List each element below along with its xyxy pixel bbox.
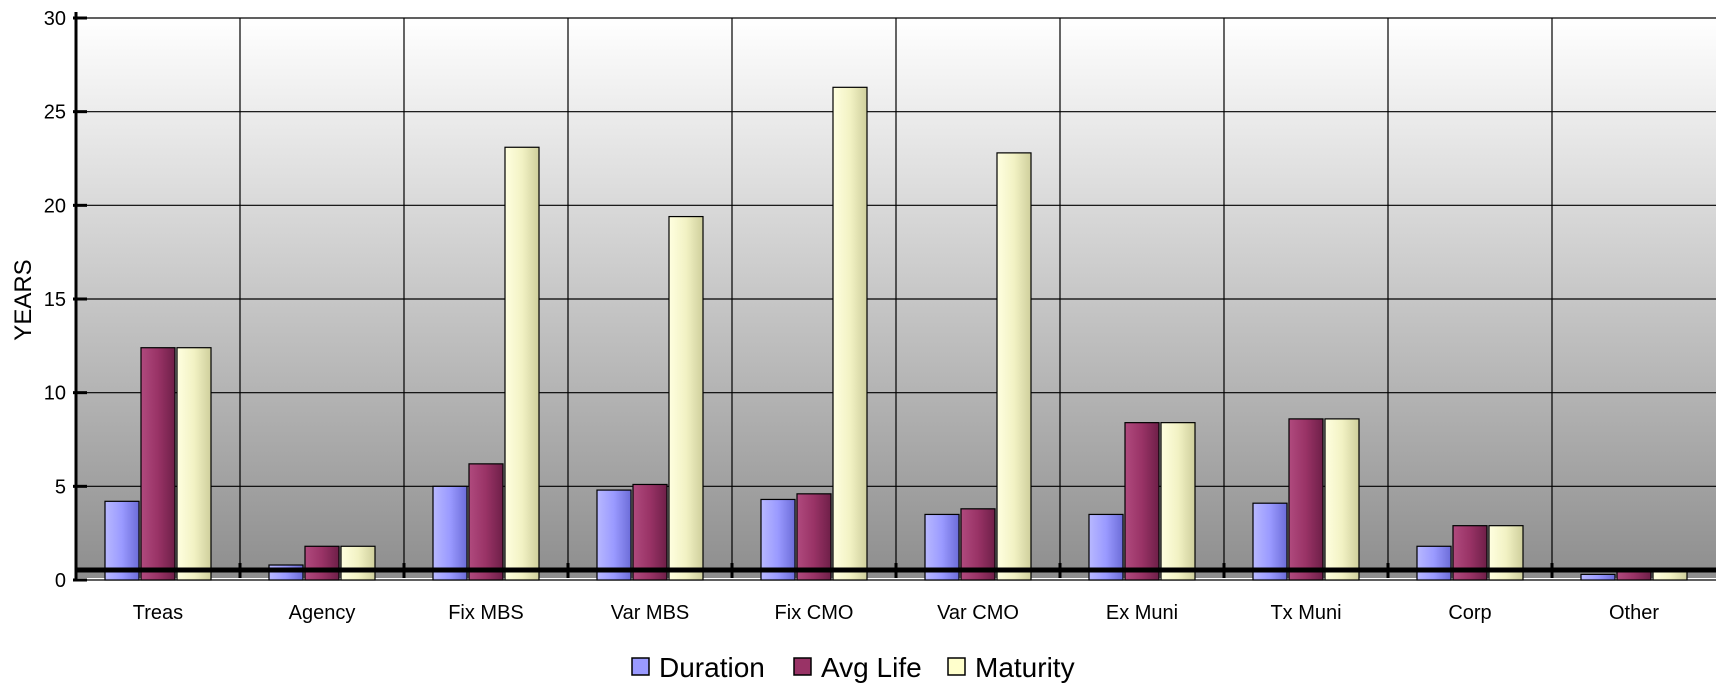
y-tick-labels: 0 5 10 15 20 25 30: [44, 8, 66, 592]
bar-duration-fix-cmo: [760, 498, 796, 581]
bar-avg-life-ex-muni: [1124, 422, 1160, 581]
bar-avg-life-var-mbs: [632, 483, 668, 581]
bar-maturity-fix-cmo: [832, 86, 868, 581]
x-tick-label: Corp: [1448, 602, 1491, 624]
y-tick-label: 0: [55, 570, 66, 592]
bar-avg-life-fix-cmo: [796, 493, 832, 581]
bar-avg-life-fix-mbs: [468, 463, 504, 581]
x-tick-label: Fix CMO: [775, 602, 854, 624]
y-tick-label: 30: [44, 8, 66, 30]
legend: Duration Avg Life Maturity: [631, 652, 1075, 683]
bar-maturity-agency: [340, 545, 376, 581]
y-tick-label: 15: [44, 289, 66, 311]
bar-maturity-tx-muni: [1324, 418, 1360, 581]
gridlines: [76, 17, 1716, 581]
x-tick-label: Other: [1609, 602, 1659, 624]
legend-label: Avg Life: [821, 652, 922, 683]
legend-swatch: [947, 657, 966, 676]
bar-duration-var-mbs: [596, 489, 632, 581]
y-tick-label: 5: [55, 476, 66, 498]
bar-duration-other: [1580, 573, 1616, 581]
axes: [73, 12, 1716, 582]
x-tick-label: Var CMO: [937, 602, 1019, 624]
legend-swatch: [631, 657, 650, 676]
y-tick-label: 25: [44, 102, 66, 124]
x-tick-label: Treas: [133, 602, 183, 624]
bar-avg-life-agency: [304, 545, 340, 581]
legend-label: Maturity: [975, 652, 1075, 683]
bar-duration-fix-mbs: [432, 485, 468, 581]
bar-maturity-fix-mbs: [504, 146, 540, 581]
x-tick-label: Tx Muni: [1270, 602, 1341, 624]
bar-duration-corp: [1416, 545, 1452, 581]
y-tick-label: 10: [44, 383, 66, 405]
legend-label: Duration: [659, 652, 765, 683]
bar-maturity-var-cmo: [996, 152, 1032, 581]
x-tick-label: Agency: [289, 602, 356, 624]
bar-maturity-treas: [176, 347, 212, 581]
legend-swatch: [793, 657, 812, 676]
y-tick-label: 20: [44, 195, 66, 217]
bar-avg-life-tx-muni: [1288, 418, 1324, 581]
x-tick-label: Var MBS: [611, 602, 690, 624]
x-tick-label: Fix MBS: [448, 602, 524, 624]
bar-duration-treas: [104, 500, 140, 581]
bar-maturity-ex-muni: [1160, 422, 1196, 581]
bar-duration-tx-muni: [1252, 502, 1288, 581]
x-tick-labels: Treas Agency Fix MBS Var MBS Fix CMO Var CMO E…: [133, 602, 1660, 624]
y-axis-label: YEARS: [10, 259, 37, 340]
bar-avg-life-treas: [140, 347, 176, 581]
bar-duration-agency: [268, 564, 304, 581]
bar-maturity-var-mbs: [668, 215, 704, 581]
x-tick-label: Ex Muni: [1106, 602, 1178, 624]
